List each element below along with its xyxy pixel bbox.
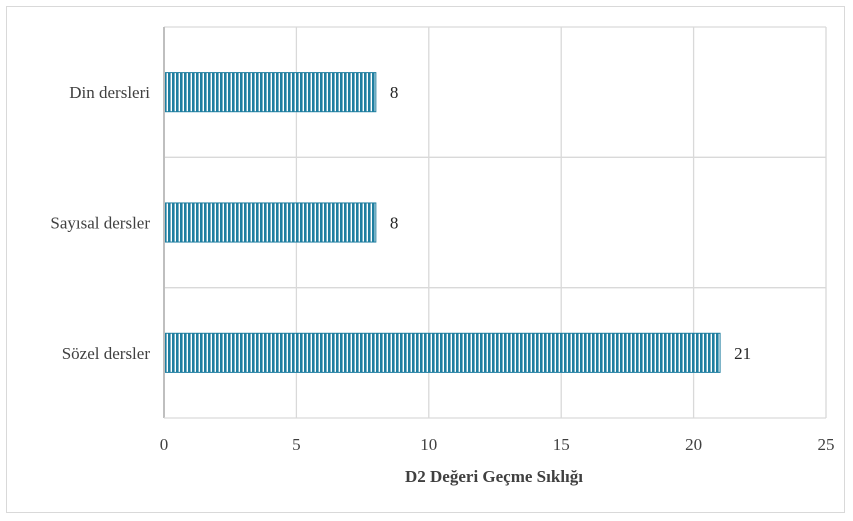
x-tick-label: 5 bbox=[292, 435, 301, 454]
x-tick-label: 15 bbox=[553, 435, 570, 454]
chart-frame bbox=[6, 6, 845, 513]
bar bbox=[163, 332, 721, 373]
axes bbox=[163, 27, 826, 419]
data-label: 8 bbox=[390, 214, 399, 233]
x-tick-label: 20 bbox=[685, 435, 702, 454]
data-labels: 8 8 21 bbox=[390, 83, 751, 363]
x-tick-labels: 0 5 10 15 20 25 bbox=[160, 435, 835, 454]
bar bbox=[163, 72, 377, 113]
x-tick-label: 0 bbox=[160, 435, 169, 454]
x-tick-label: 10 bbox=[420, 435, 437, 454]
x-tick-label: 25 bbox=[818, 435, 835, 454]
y-category-label: Din dersleri bbox=[69, 83, 150, 102]
bars bbox=[163, 72, 721, 373]
y-category-labels: Din dersleri Sayısal dersler Sözel dersler bbox=[50, 83, 150, 363]
y-category-label: Sayısal dersler bbox=[50, 214, 150, 233]
data-label: 8 bbox=[390, 83, 399, 102]
x-axis-title: D2 Değeri Geçme Sıklığı bbox=[405, 467, 583, 486]
bar bbox=[163, 202, 377, 243]
y-category-label: Sözel dersler bbox=[62, 344, 151, 363]
data-label: 21 bbox=[734, 344, 751, 363]
